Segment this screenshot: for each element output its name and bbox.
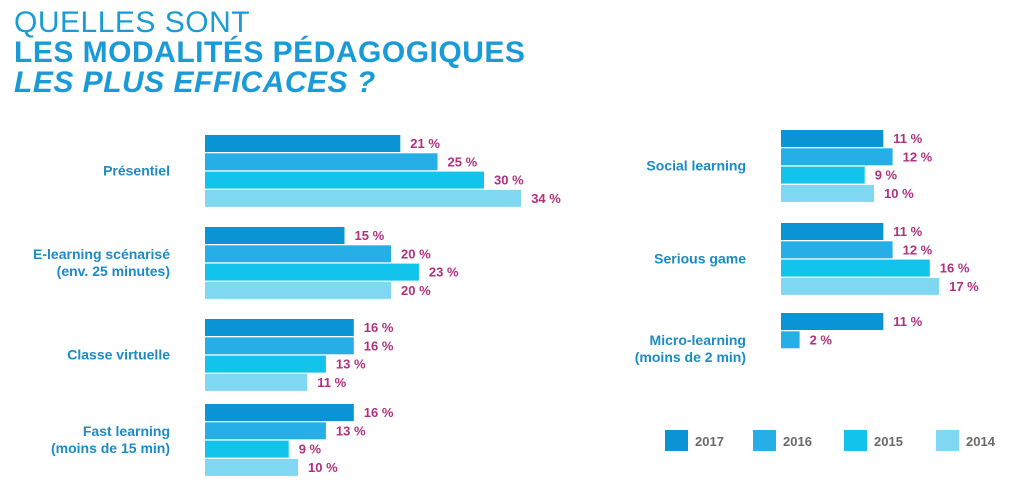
value-label: 16 %	[364, 405, 394, 420]
value-label: 11 %	[317, 375, 346, 390]
value-label: 15 %	[355, 228, 385, 243]
category-label: Serious game	[654, 251, 746, 267]
legend-swatch-2017	[665, 430, 688, 451]
bar-2016	[781, 148, 893, 166]
bar-2017	[205, 319, 354, 336]
bar-2014	[205, 458, 298, 476]
bar-group: 16 % 16 % 13 % 11 % Classe virtuelle	[67, 319, 394, 391]
bar-group: 15 % 20 % 23 % 20 % E-learning scénarisé(env…	[33, 227, 459, 299]
title-line-2: LES MODALITÉS PÉDAGOGIQUES	[14, 36, 526, 69]
bar-group: 11 % 12 % 16 % 17 % Serious game	[654, 223, 979, 295]
value-label: 23 %	[429, 265, 459, 280]
value-label: 9 %	[299, 442, 322, 457]
category-label: (moins de 15 min)	[51, 440, 170, 456]
bar-2016	[205, 422, 326, 440]
legend-label: 2015	[874, 434, 903, 449]
value-label: 25 %	[448, 154, 478, 169]
legend-label: 2017	[695, 434, 724, 449]
value-label: 11 %	[893, 314, 922, 329]
legend-swatch-2015	[844, 430, 867, 451]
bar-2014	[205, 373, 308, 391]
value-label: 21 %	[410, 136, 440, 151]
value-label: 10 %	[884, 186, 914, 201]
value-label: 16 %	[940, 261, 970, 276]
value-label: 20 %	[401, 246, 431, 261]
bar-2017	[781, 313, 884, 330]
value-label: 20 %	[401, 283, 431, 298]
bar-2017	[205, 404, 354, 421]
bar-2015	[781, 259, 930, 277]
category-label: Social learning	[646, 158, 746, 174]
legend-swatch-2014	[936, 430, 959, 451]
title-line-3: LES PLUS EFFICACES ?	[14, 66, 376, 99]
category-label: (moins de 2 min)	[635, 349, 746, 365]
value-label: 16 %	[364, 320, 394, 335]
category-label: Présentiel	[103, 163, 170, 179]
bar-2015	[205, 263, 419, 281]
category-label: (env. 25 minutes)	[57, 263, 170, 279]
bar-2015	[781, 166, 865, 184]
bar-2014	[781, 184, 874, 202]
bar-2016	[781, 331, 800, 349]
value-label: 12 %	[903, 242, 933, 257]
bar-2016	[781, 241, 893, 259]
legend-swatch-2016	[753, 430, 776, 451]
bar-2017	[781, 223, 884, 240]
bar-2015	[205, 171, 484, 189]
value-label: 34 %	[531, 191, 561, 206]
value-label: 13 %	[336, 357, 366, 372]
bar-group: 11 % 2 % Micro-learning(moins de 2 min)	[635, 313, 923, 365]
value-label: 16 %	[364, 338, 394, 353]
value-label: 9 %	[875, 168, 898, 183]
legend-label: 2016	[783, 434, 812, 449]
bar-2014	[205, 189, 522, 207]
legend-label: 2014	[966, 434, 996, 449]
bar-group: 11 % 12 % 9 % 10 % Social learning	[646, 130, 933, 202]
category-label: Classe virtuelle	[67, 347, 170, 363]
value-label: 11 %	[893, 224, 922, 239]
legend: 2017 2016 2015 2014	[665, 430, 996, 451]
category-label: E-learning scénarisé	[33, 246, 170, 262]
bar-2015	[205, 355, 326, 373]
category-label: Micro-learning	[650, 332, 746, 348]
title-line-1: QUELLES SONT	[14, 6, 251, 39]
category-label: Fast learning	[83, 423, 170, 439]
bar-2016	[205, 337, 354, 355]
value-label: 11 %	[893, 131, 922, 146]
value-label: 17 %	[949, 279, 979, 294]
bar-group: 21 % 25 % 30 % 34 % Présentiel	[103, 135, 561, 207]
bar-2017	[205, 135, 401, 152]
bar-2016	[205, 245, 391, 263]
value-label: 2 %	[810, 332, 833, 347]
bar-2014	[205, 281, 391, 299]
bar-2016	[205, 153, 438, 171]
value-label: 10 %	[308, 460, 338, 475]
value-label: 30 %	[494, 173, 524, 188]
value-label: 12 %	[903, 149, 933, 164]
bar-2017	[205, 227, 345, 244]
bar-2015	[205, 440, 289, 458]
chart-title: QUELLES SONT LES MODALITÉS PÉDAGOGIQUES …	[14, 8, 525, 98]
bar-group: 16 % 13 % 9 % 10 % Fast learning(moins de 15…	[51, 404, 394, 476]
bar-2017	[781, 130, 884, 147]
value-label: 13 %	[336, 423, 366, 438]
bar-2014	[781, 277, 940, 295]
